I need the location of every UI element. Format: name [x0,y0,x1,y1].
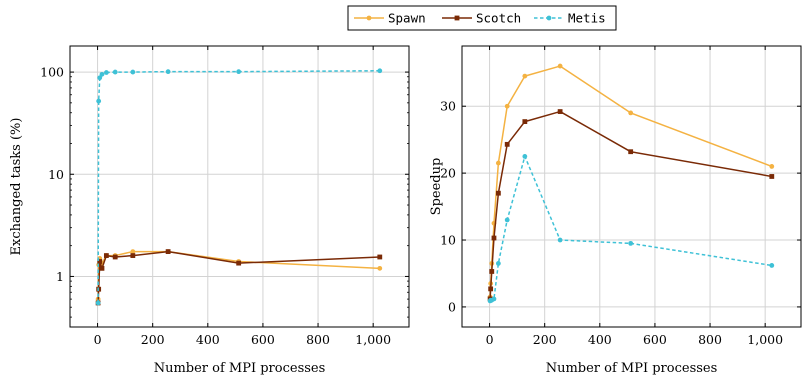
legend-box [347,5,617,31]
plot1-point-scotch [377,254,383,260]
plot2-ytick-label: 0 [448,299,456,314]
plot2-line-spawn [489,65,773,297]
legend-entry-metis: Metis [534,11,606,26]
plot1-series-scotch [95,249,383,306]
plot2-point-spawn [557,63,563,69]
plot1-xtick-label: 600 [251,332,275,347]
plot2-point-metis [504,217,510,223]
plot1-xtick-label: 1,000 [355,332,391,347]
plot1-line-metis [97,70,380,303]
plot1-point-metis [112,69,118,75]
plot2-ytick-label: 10 [440,233,456,248]
plot2-point-scotch [495,190,501,196]
plot2-point-metis [522,153,528,159]
plot1-point-scotch [99,265,105,271]
plot1-point-scotch [130,253,136,258]
plot2-point-metis [628,240,634,246]
plot2-point-scotch [628,149,634,155]
plot1-point-metis [165,69,171,75]
plot2-series-scotch [487,109,775,302]
plot2-x-axis-label: Number of MPI processes [546,361,718,376]
plot1-point-metis [103,70,109,75]
plot1-line-scotch [97,250,380,303]
plot1-grid [70,46,409,327]
plot1-point-scotch [103,253,109,258]
plot2-point-spawn [628,110,634,116]
plot1-ytick-label: 10 [48,167,64,182]
plot2-line-metis [489,155,772,302]
legend-label-scotch: Scotch [476,11,521,26]
plot2-point-scotch [769,174,775,179]
plot1-point-spawn [130,249,136,255]
chart-speedup: 0 200 400 600 800 1,000 0 10 20 30 Number of MPI p… [429,45,802,376]
plot2-point-metis [491,296,497,302]
plot2-point-scotch [488,286,494,292]
plot1-point-metis [377,68,383,74]
plot2-ytick-label: 30 [440,99,456,114]
plot1-x-axis-label: Number of MPI processes [154,361,326,376]
plot2-frame [461,45,802,328]
plot1-point-metis [99,71,105,77]
plot2-point-scotch [557,109,563,114]
plot2-xtick-label: 600 [643,332,667,347]
legend-marker-metis [546,15,552,21]
plot2-grid [462,46,801,327]
plot1-point-metis [236,69,242,75]
plot2-y-axis-label: Speedup [429,158,444,216]
legend-label-spawn: Spawn [388,11,426,26]
plot1-point-metis [97,75,103,81]
legend-marker-spawn [366,15,372,21]
plot2-point-spawn [769,164,775,169]
plot1-point-scotch [112,254,118,260]
legend-marker-scotch [454,15,460,21]
plot2-point-metis [769,263,775,268]
plot2-point-metis [495,261,501,266]
plot2-xtick-label: 0 [486,332,494,347]
plot1-xtick-label: 400 [196,332,220,347]
plot2-xtick-label: 200 [533,332,557,347]
plot1-point-metis [95,300,101,306]
plot1-point-scotch [97,259,103,264]
legend-label-metis: Metis [568,11,606,26]
plot2-xtick-label: 400 [588,332,612,347]
plot2-series-metis [487,153,775,304]
plot2-point-spawn [495,160,501,166]
plot1-series-spawn [95,249,383,302]
plot2-point-scotch [522,119,528,125]
plot2-point-scotch [504,141,510,147]
legend-entry-spawn: Spawn [354,11,426,26]
plot2-line-scotch [489,110,772,299]
plot2-point-scotch [491,235,497,241]
plot1-series-metis [95,68,383,306]
plot2-point-spawn [504,103,510,109]
plot2-xtick-label: 1,000 [747,332,783,347]
plot1-xtick-label: 200 [141,332,165,347]
plot1-point-scotch [236,260,242,266]
plot1-frame [69,45,410,328]
plot1-minor-ticks [70,76,409,318]
plot1-xtick-label: 0 [94,332,102,347]
chart-exchanged-tasks: 0 200 400 600 800 1,000 1 10 100 Number of MPI pr… [9,45,410,376]
plot1-point-metis [96,98,102,104]
plot2-point-spawn [522,73,528,79]
plot2-xtick-label: 800 [698,332,722,347]
plot1-y-axis-label: Exchanged tasks (%) [9,118,24,256]
plot2-point-scotch [489,269,495,274]
plot1-point-spawn [377,265,383,271]
plot2-point-metis [557,237,563,243]
plot2-series-spawn [487,63,775,300]
plot1-ytick-label: 1 [56,269,64,284]
plot2-ytick-label: 20 [440,166,456,181]
legend: Spawn Scotch Metis [347,5,617,31]
plot1-point-scotch [165,249,171,255]
plot1-ytick-label: 100 [40,65,64,80]
plot1-point-metis [130,69,136,75]
plot1-xtick-label: 800 [306,332,330,347]
legend-entry-scotch: Scotch [442,11,521,26]
